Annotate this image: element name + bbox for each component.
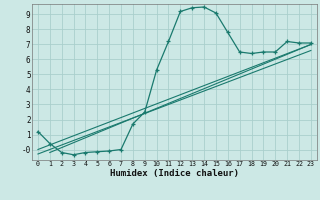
X-axis label: Humidex (Indice chaleur): Humidex (Indice chaleur) xyxy=(110,169,239,178)
